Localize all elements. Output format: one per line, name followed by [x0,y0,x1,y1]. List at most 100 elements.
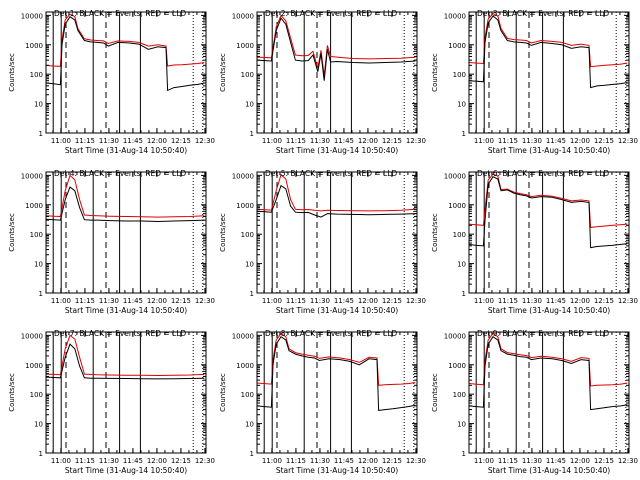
y-tick-label: 1000 [236,362,254,370]
series-group-7 [46,335,204,379]
y-axis-title: Counts/sec [431,373,439,412]
panel-title: Det 2: BLACK = Events, RED = LLD [265,9,397,18]
x-tick-label: 12:30 [406,457,426,465]
y-axis-title: Counts/sec [219,53,227,92]
x-tick-label: 11:00 [474,137,494,145]
plot-frame [46,332,206,453]
x-tick-label: 11:15 [498,297,518,305]
series-group-2 [257,15,415,80]
y-axis-title: Counts/sec [8,213,16,252]
lld-series-line [46,14,204,66]
x-tick-label: 11:30 [99,137,119,145]
y-tick-label: 1 [462,130,466,138]
x-axis-title: Start Time (31-Aug-14 10:50:40) [65,306,187,315]
panel-title: Det 7: BLACK = Events, RED = LLD [54,329,186,338]
y-tick-label: 10000 [232,332,254,340]
x-tick-label: 12:15 [594,457,614,465]
x-tick-label: 12:30 [618,137,638,145]
x-tick-label: 12:15 [594,137,614,145]
time-markers-6 [476,172,626,293]
x-tick-label: 11:30 [310,457,330,465]
y-tick-label: 10000 [444,12,466,20]
x-tick-label: 11:30 [310,297,330,305]
time-markers-2 [264,12,414,133]
x-tick-label: 11:15 [286,137,306,145]
x-tick-label: 11:45 [123,137,143,145]
x-axis-title: Start Time (31-Aug-14 10:50:40) [65,466,187,475]
panel-title: Det 9: BLACK = Events, RED = LLD [477,329,609,338]
x-tick-label: 11:45 [334,297,354,305]
x-tick-label: 12:30 [406,297,426,305]
x-axis-title: Start Time (31-Aug-14 10:50:40) [488,146,610,155]
x-tick-label: 12:30 [195,137,215,145]
panel-title: Det 8: BLACK = Events, RED = LLD [265,329,397,338]
y-tick-label: 10 [457,261,466,269]
series-group-4 [46,175,204,221]
lld-series-line [46,175,204,217]
plot-frame [469,172,629,293]
y-tick-label: 10 [245,261,254,269]
y-tick-label: 1000 [25,202,43,210]
y-tick-label: 10 [457,421,466,429]
y-tick-label: 10000 [444,332,466,340]
x-tick-label: 11:30 [310,137,330,145]
x-tick-label: 12:15 [382,297,402,305]
y-tick-label: 100 [241,71,254,79]
y-tick-label: 100 [30,231,43,239]
series-group-9 [469,334,627,410]
x-tick-label: 12:30 [195,297,215,305]
y-tick-label: 10 [245,421,254,429]
x-tick-label: 11:15 [75,137,95,145]
x-tick-label: 12:00 [147,457,167,465]
y-tick-label: 1 [250,450,254,458]
x-tick-label: 12:15 [171,137,191,145]
y-tick-label: 10 [34,101,43,109]
events-series-line [257,186,415,218]
x-tick-label: 11:15 [286,457,306,465]
y-tick-label: 1000 [236,202,254,210]
y-tick-label: 1 [39,290,43,298]
detector-panel-7: 1 10 100 1000 10000 11:00 11:15 11:30 11:45 12:00… [8,329,215,475]
x-axis-title: Start Time (31-Aug-14 10:50:40) [276,146,398,155]
events-series-line [46,344,204,379]
y-tick-label: 100 [241,391,254,399]
plot-frame [469,332,629,453]
x-tick-label: 11:00 [51,297,71,305]
detector-count-rate-figure: 1 10 100 1000 10000 11:00 11:15 11:30 11:45 12:00… [0,0,640,480]
y-tick-label: 100 [453,391,466,399]
x-tick-label: 12:00 [358,137,378,145]
x-tick-label: 11:00 [51,137,71,145]
x-tick-label: 12:30 [406,137,426,145]
plot-frame [46,12,206,133]
y-tick-label: 1 [250,130,254,138]
x-tick-label: 12:15 [171,297,191,305]
detector-panel-1: 1 10 100 1000 10000 11:00 11:15 11:30 11:45 12:00… [8,9,215,155]
events-series-line [257,18,415,80]
lld-series-line [469,14,627,67]
y-tick-label: 1000 [25,362,43,370]
detector-panel-9: 1 10 100 1000 10000 11:00 11:15 11:30 11:45 12:00… [431,329,638,475]
y-tick-label: 100 [453,71,466,79]
y-tick-label: 10 [245,101,254,109]
plot-frame [46,172,206,293]
x-tick-label: 11:45 [334,137,354,145]
x-tick-label: 11:45 [334,457,354,465]
x-axis-title: Start Time (31-Aug-14 10:50:40) [488,466,610,475]
x-tick-label: 11:30 [99,297,119,305]
y-axis-title: Counts/sec [431,53,439,92]
panel-title: Det 6: BLACK = Events, RED = LLD [477,169,609,178]
plot-frame [257,12,417,133]
y-tick-label: 1 [462,290,466,298]
events-series-line [469,16,627,88]
x-tick-label: 12:00 [358,297,378,305]
time-markers-9 [476,332,626,453]
x-tick-label: 11:45 [123,457,143,465]
x-tick-label: 11:15 [498,457,518,465]
series-group-6 [469,174,627,248]
x-tick-label: 11:00 [474,297,494,305]
x-tick-label: 11:30 [522,457,542,465]
x-tick-label: 11:00 [51,457,71,465]
y-tick-label: 1000 [448,42,466,50]
x-tick-label: 11:30 [99,457,119,465]
lld-series-line [469,334,627,386]
